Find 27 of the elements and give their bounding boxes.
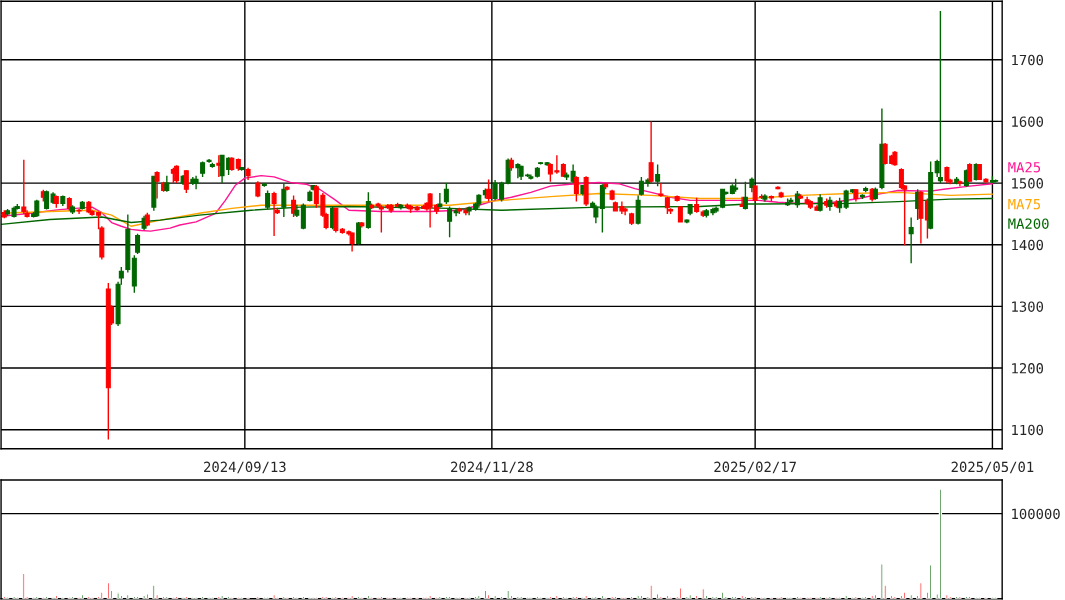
x-tick-label: 2025/02/17 bbox=[714, 461, 796, 474]
x-tick-label: 2024/09/13 bbox=[204, 461, 286, 474]
series-label: MA200 bbox=[1008, 218, 1049, 229]
candlestick bbox=[443, 182, 449, 205]
y-tick-label: 1700 bbox=[1012, 54, 1044, 66]
y-tick-label: 1100 bbox=[1012, 424, 1044, 436]
y-tick-label: 100000 bbox=[1012, 508, 1060, 520]
x-tick-label: 2025/05/01 bbox=[951, 461, 1034, 474]
candlestick bbox=[21, 158, 27, 215]
candlestick bbox=[135, 232, 141, 255]
candlestick bbox=[908, 216, 914, 264]
y-tick-label: 1200 bbox=[1012, 363, 1044, 374]
candlestick bbox=[655, 163, 661, 187]
candlestick bbox=[967, 162, 973, 183]
candlestick bbox=[882, 142, 888, 166]
series-label: MA25 bbox=[1008, 161, 1041, 173]
y-tick-label: 1500 bbox=[1012, 178, 1044, 189]
candlestick bbox=[219, 154, 225, 184]
x-tick-label: 2024/11/28 bbox=[451, 461, 533, 474]
candlestick bbox=[154, 170, 160, 200]
candlestick bbox=[658, 182, 664, 198]
y-tick-label: 1600 bbox=[1012, 116, 1044, 127]
series-label: MA75 bbox=[1008, 199, 1041, 210]
y-tick-label: 1300 bbox=[1012, 301, 1044, 312]
y-tick-label: 1400 bbox=[1012, 239, 1044, 251]
candlestick bbox=[648, 120, 654, 184]
candlestick bbox=[573, 175, 579, 203]
